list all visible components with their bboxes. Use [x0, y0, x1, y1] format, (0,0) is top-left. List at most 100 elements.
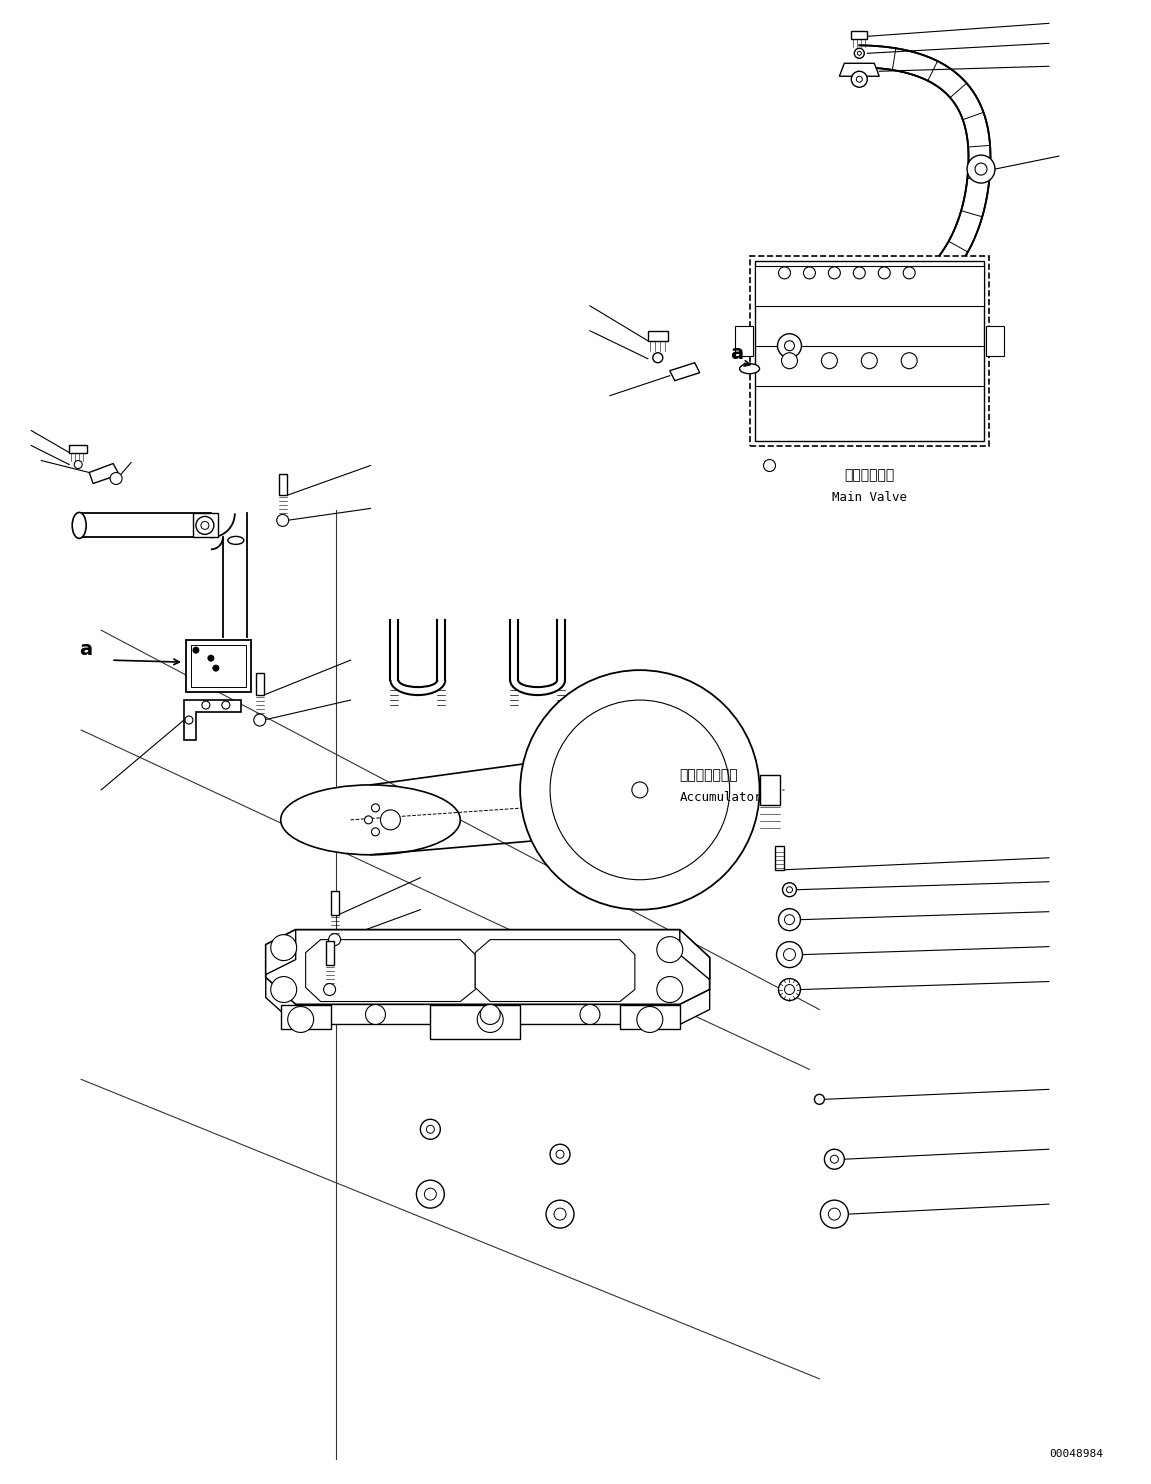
- Polygon shape: [946, 77, 962, 93]
- Polygon shape: [917, 278, 932, 295]
- Polygon shape: [967, 131, 989, 135]
- Circle shape: [328, 933, 341, 945]
- Circle shape: [663, 942, 677, 957]
- Polygon shape: [922, 273, 938, 291]
- Polygon shape: [832, 324, 840, 344]
- Polygon shape: [966, 187, 988, 191]
- Polygon shape: [959, 101, 980, 113]
- Circle shape: [821, 1201, 848, 1229]
- Polygon shape: [967, 134, 989, 138]
- Polygon shape: [940, 252, 960, 267]
- Polygon shape: [959, 218, 980, 227]
- Polygon shape: [809, 329, 816, 352]
- Polygon shape: [929, 267, 946, 283]
- Circle shape: [213, 665, 219, 671]
- Circle shape: [420, 1119, 441, 1140]
- Polygon shape: [962, 111, 983, 120]
- Polygon shape: [859, 46, 862, 67]
- Polygon shape: [787, 335, 792, 356]
- Polygon shape: [813, 329, 821, 350]
- Circle shape: [365, 816, 373, 824]
- Polygon shape: [904, 288, 917, 307]
- Circle shape: [778, 908, 800, 930]
- Polygon shape: [961, 211, 982, 218]
- Polygon shape: [968, 174, 990, 177]
- Polygon shape: [954, 229, 975, 239]
- Circle shape: [830, 1155, 838, 1163]
- Polygon shape: [945, 76, 961, 93]
- Circle shape: [663, 982, 677, 997]
- Polygon shape: [958, 221, 978, 230]
- Bar: [193, 513, 218, 537]
- Circle shape: [852, 71, 868, 88]
- Bar: [648, 331, 668, 341]
- Text: a: a: [79, 640, 92, 659]
- Polygon shape: [963, 199, 985, 205]
- Polygon shape: [950, 239, 969, 251]
- Polygon shape: [961, 105, 982, 116]
- Polygon shape: [897, 49, 902, 71]
- Polygon shape: [925, 59, 936, 80]
- Circle shape: [550, 1144, 570, 1165]
- Polygon shape: [936, 67, 950, 86]
- Circle shape: [276, 515, 289, 527]
- Polygon shape: [963, 117, 985, 125]
- Polygon shape: [928, 61, 939, 82]
- Polygon shape: [801, 332, 807, 353]
- Polygon shape: [901, 50, 908, 73]
- Polygon shape: [966, 186, 989, 190]
- Polygon shape: [912, 282, 925, 301]
- Polygon shape: [948, 80, 966, 96]
- Polygon shape: [968, 166, 990, 169]
- Polygon shape: [878, 46, 882, 68]
- Polygon shape: [840, 321, 849, 341]
- Polygon shape: [810, 329, 817, 352]
- Polygon shape: [914, 53, 922, 76]
- Polygon shape: [862, 312, 872, 332]
- Circle shape: [901, 353, 917, 368]
- Polygon shape: [960, 104, 981, 114]
- Polygon shape: [902, 289, 916, 309]
- Polygon shape: [958, 220, 980, 229]
- Polygon shape: [963, 200, 985, 206]
- Polygon shape: [967, 180, 989, 184]
- Polygon shape: [905, 52, 913, 73]
- Circle shape: [196, 516, 214, 534]
- Polygon shape: [281, 1005, 330, 1030]
- Polygon shape: [950, 237, 970, 249]
- Polygon shape: [960, 215, 981, 223]
- Polygon shape: [943, 249, 962, 263]
- Ellipse shape: [73, 512, 86, 539]
- Bar: [69, 445, 87, 453]
- Polygon shape: [852, 316, 862, 337]
- Polygon shape: [956, 96, 976, 108]
- Polygon shape: [968, 156, 991, 157]
- Text: メインバルブ: メインバルブ: [844, 469, 894, 482]
- Polygon shape: [954, 91, 974, 104]
- Polygon shape: [933, 263, 951, 278]
- Polygon shape: [821, 326, 829, 349]
- Circle shape: [546, 1201, 574, 1229]
- Polygon shape: [820, 326, 828, 349]
- Polygon shape: [968, 169, 990, 172]
- Polygon shape: [884, 47, 889, 70]
- Polygon shape: [824, 326, 831, 347]
- Polygon shape: [968, 163, 990, 166]
- Polygon shape: [897, 292, 909, 312]
- Bar: [279, 473, 287, 496]
- Polygon shape: [965, 197, 986, 203]
- Polygon shape: [818, 328, 825, 349]
- Polygon shape: [932, 263, 950, 279]
- Polygon shape: [862, 46, 864, 67]
- Polygon shape: [955, 227, 976, 236]
- Polygon shape: [874, 306, 885, 326]
- Polygon shape: [881, 301, 893, 322]
- Polygon shape: [680, 929, 710, 979]
- Polygon shape: [968, 165, 990, 168]
- Polygon shape: [898, 292, 912, 312]
- Polygon shape: [889, 298, 901, 318]
- Polygon shape: [839, 321, 848, 341]
- Polygon shape: [928, 267, 945, 285]
- Polygon shape: [935, 67, 948, 86]
- Circle shape: [185, 717, 193, 724]
